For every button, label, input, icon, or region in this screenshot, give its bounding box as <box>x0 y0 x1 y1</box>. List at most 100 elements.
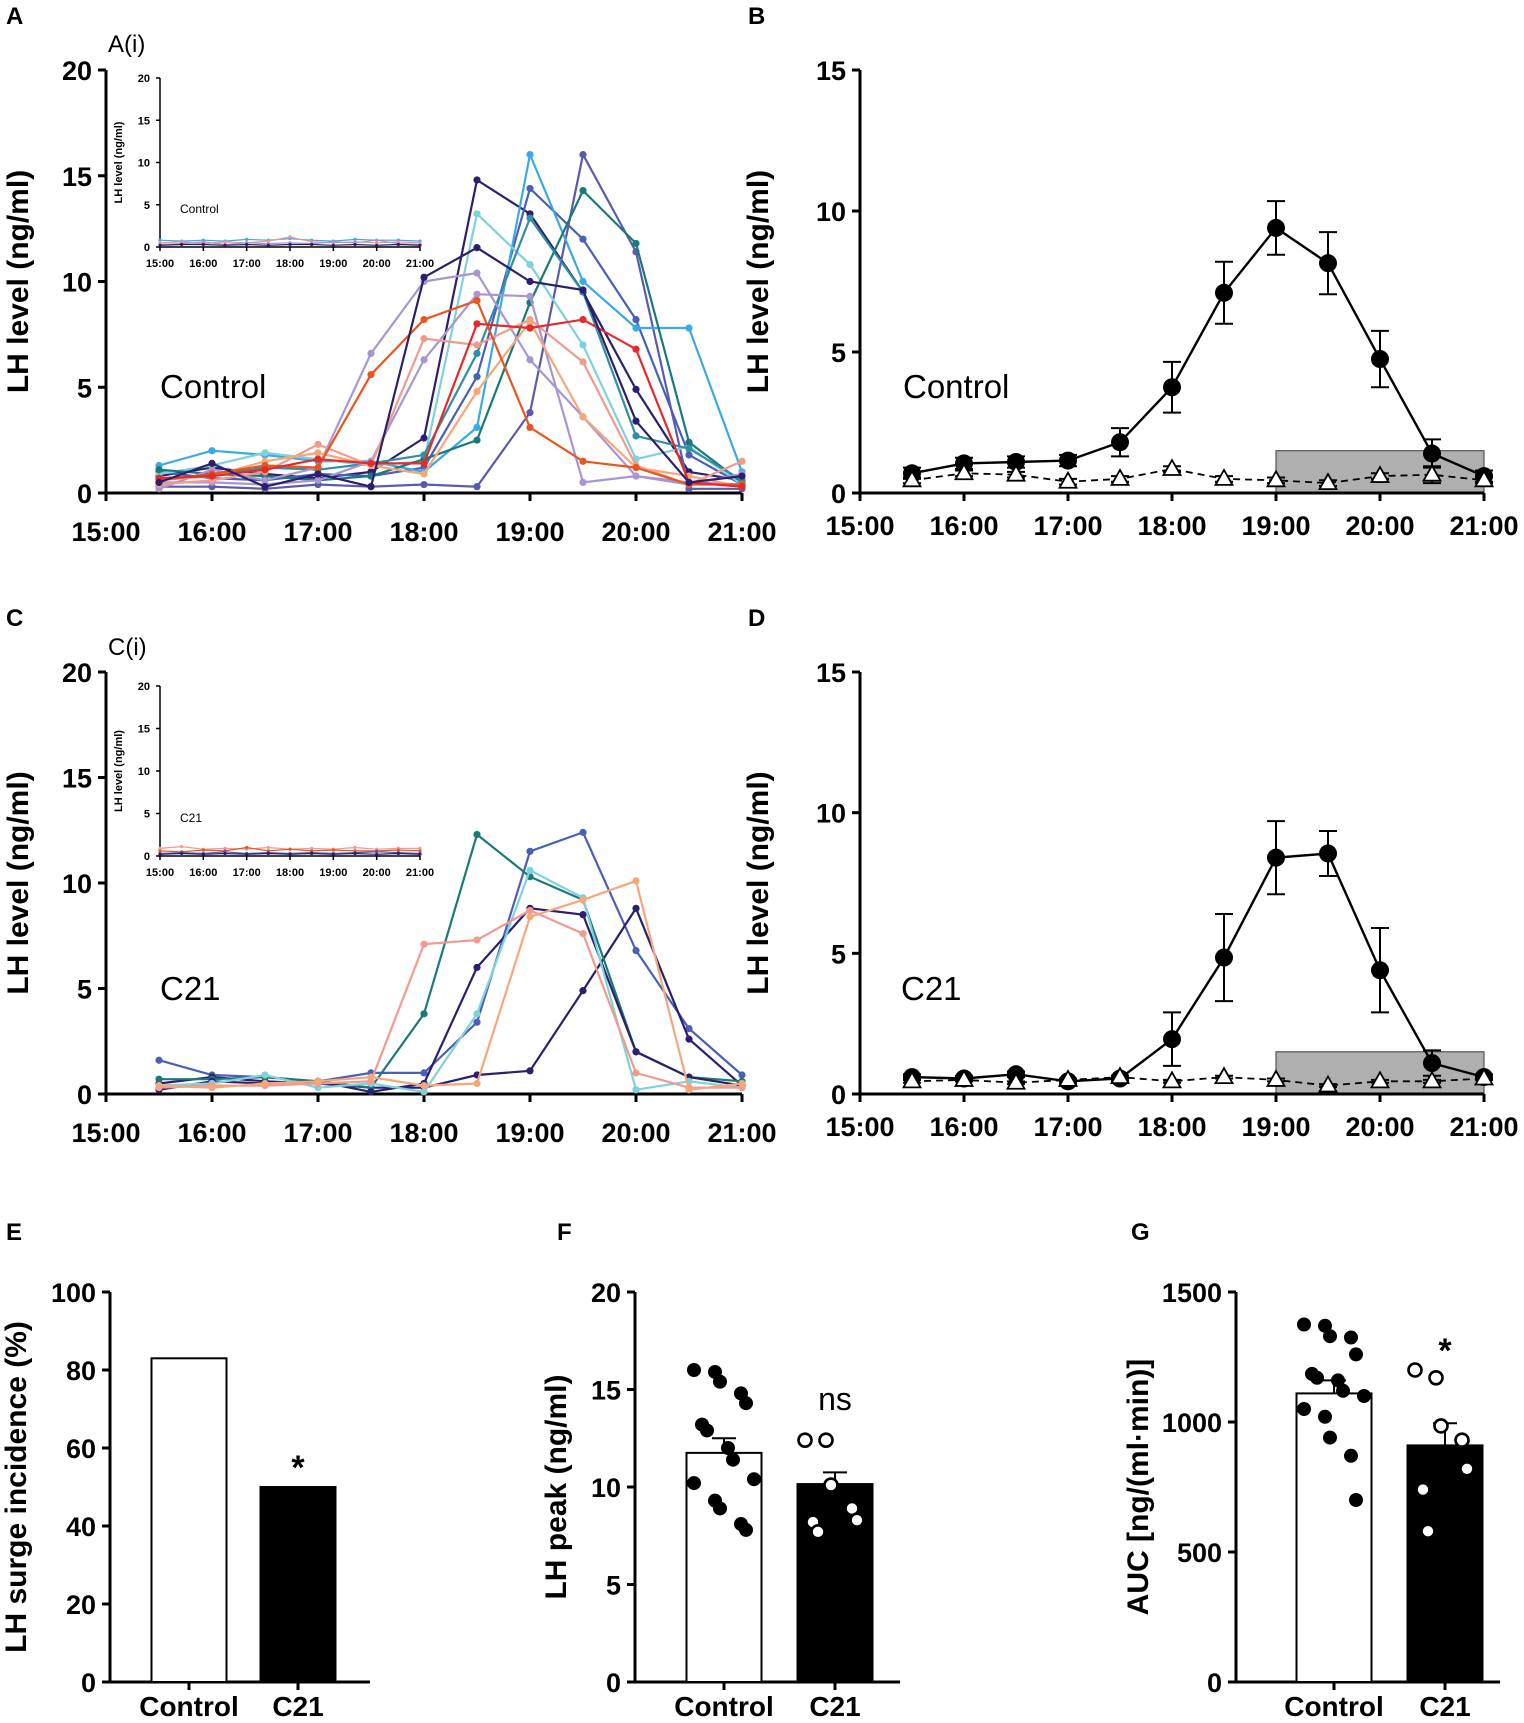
category-label: Control <box>1284 1691 1384 1722</box>
series-13-point <box>579 315 587 324</box>
surge-mean-point <box>1215 948 1233 967</box>
surge-mean-point <box>1215 283 1233 302</box>
series-3-point <box>420 480 428 489</box>
series-11-point <box>420 470 428 478</box>
series-9-point <box>632 472 640 480</box>
inset-x-tick-label: 21:00 <box>406 867 434 879</box>
y-axis-label: LH level (ng/ml) <box>742 170 775 393</box>
inset-series-4-point <box>331 243 335 247</box>
series-7-point <box>632 432 640 440</box>
y-tick-label: 5 <box>831 338 846 368</box>
inset-x-tick-label: 16:00 <box>189 867 217 879</box>
surge-mean-point <box>1111 433 1129 452</box>
inset-y-axis-label: LH level (ng/ml) <box>113 121 125 203</box>
inset-series-2-point <box>418 849 422 853</box>
series-12-point <box>314 464 322 472</box>
category-label: Control <box>139 1691 239 1722</box>
series-line-6 <box>158 909 742 1089</box>
y-tick-label: 15 <box>816 658 846 688</box>
significance-asterisk: * <box>291 1449 305 1487</box>
inset-y-tick-label: 0 <box>144 851 150 863</box>
series-5-point <box>261 1071 269 1079</box>
inset-series-1-point <box>158 238 162 242</box>
series-7-point <box>632 877 640 885</box>
series-10-point <box>420 335 428 343</box>
surge-mean-point <box>1267 218 1285 237</box>
series-12-point <box>579 457 587 465</box>
y-axis-label: LH peak (ng/ml) <box>540 1374 573 1599</box>
series-7-point <box>526 214 534 222</box>
x-tick-label: 19:00 <box>1241 511 1310 541</box>
x-tick-label: 20:00 <box>1345 511 1414 541</box>
inset-series-4-point <box>310 851 314 856</box>
x-tick-label: 15:00 <box>825 1112 894 1142</box>
series-6-point <box>579 186 587 195</box>
series-4-point <box>473 423 481 432</box>
c21-data-point <box>823 1477 839 1493</box>
series-2-point <box>632 904 640 912</box>
non-surge-mean-point <box>1265 469 1287 488</box>
series-11-point <box>579 413 587 421</box>
series-14-point <box>155 478 163 487</box>
x-tick-label: 17:00 <box>1033 511 1102 541</box>
inset-series-4-point <box>331 852 335 856</box>
series-12-point <box>473 296 481 305</box>
series-4-point <box>685 324 693 332</box>
y-tick-label: 15 <box>62 162 92 192</box>
category-label: C21 <box>272 1691 323 1722</box>
non-surge-mean-point <box>1109 468 1131 486</box>
series-3-point <box>473 483 481 491</box>
y-tick-label: 80 <box>66 1356 96 1386</box>
x-tick-label: 18:00 <box>389 517 458 547</box>
y-tick-label: 60 <box>66 1434 96 1464</box>
inset-x-tick-label: 15:00 <box>146 258 174 270</box>
series-8-point <box>526 356 534 364</box>
inset-y-tick-label: 10 <box>138 158 150 170</box>
inset-series-3-point <box>375 850 379 854</box>
c21-data-point <box>1459 1461 1475 1477</box>
inset-x-tick-label: 21:00 <box>406 258 434 270</box>
c21-data-point <box>1428 1370 1444 1386</box>
series-9-point <box>420 356 428 364</box>
group-label: Control <box>903 368 1009 405</box>
series-13-point <box>314 455 322 463</box>
inset-group-label: C21 <box>180 811 202 825</box>
significance-ns: ns <box>818 1381 852 1417</box>
inset-x-tick-label: 16:00 <box>189 258 217 270</box>
series-7-point <box>685 1086 693 1094</box>
bar-control <box>150 1357 228 1684</box>
series-12-point <box>526 423 534 432</box>
x-tick-label: 15:00 <box>71 517 140 547</box>
y-tick-label: 0 <box>831 479 846 509</box>
series-line-7 <box>158 215 743 482</box>
y-tick-label: 0 <box>606 1668 621 1698</box>
y-axis-label: AUC [ng/(ml·min)] <box>1122 1359 1155 1616</box>
series-line-7 <box>158 879 743 1092</box>
y-tick-label: 15 <box>62 764 92 794</box>
non-surge-mean-point <box>1057 1069 1079 1087</box>
series-5-point <box>526 866 534 874</box>
inset-series-2-point <box>245 845 249 850</box>
inset-series-2-point <box>158 849 162 853</box>
y-tick-label: 5 <box>77 373 92 403</box>
series-14-point <box>685 478 693 487</box>
control-data-point <box>739 1522 753 1537</box>
x-tick-label: 17:00 <box>283 517 352 547</box>
series-11-point <box>314 449 322 457</box>
surge-mean-line <box>911 852 1485 1083</box>
x-tick-label: 17:00 <box>283 1118 352 1148</box>
surge-mean-point <box>1267 848 1285 867</box>
control-data-point <box>1349 1493 1363 1507</box>
inset-y-tick-label: 5 <box>144 809 150 821</box>
panel-label-d: D <box>748 605 765 632</box>
series-8-point <box>473 269 481 277</box>
series-13-point <box>473 320 481 328</box>
series-14-point <box>420 273 428 281</box>
inset-series-4-point <box>288 242 292 247</box>
series-6-point <box>632 239 640 248</box>
surge-mean-point <box>1371 961 1389 980</box>
y-tick-label: 20 <box>591 1278 621 1308</box>
series-line-12 <box>158 299 742 486</box>
y-tick-label: 5 <box>606 1571 621 1601</box>
x-tick-label: 16:00 <box>177 1118 246 1148</box>
